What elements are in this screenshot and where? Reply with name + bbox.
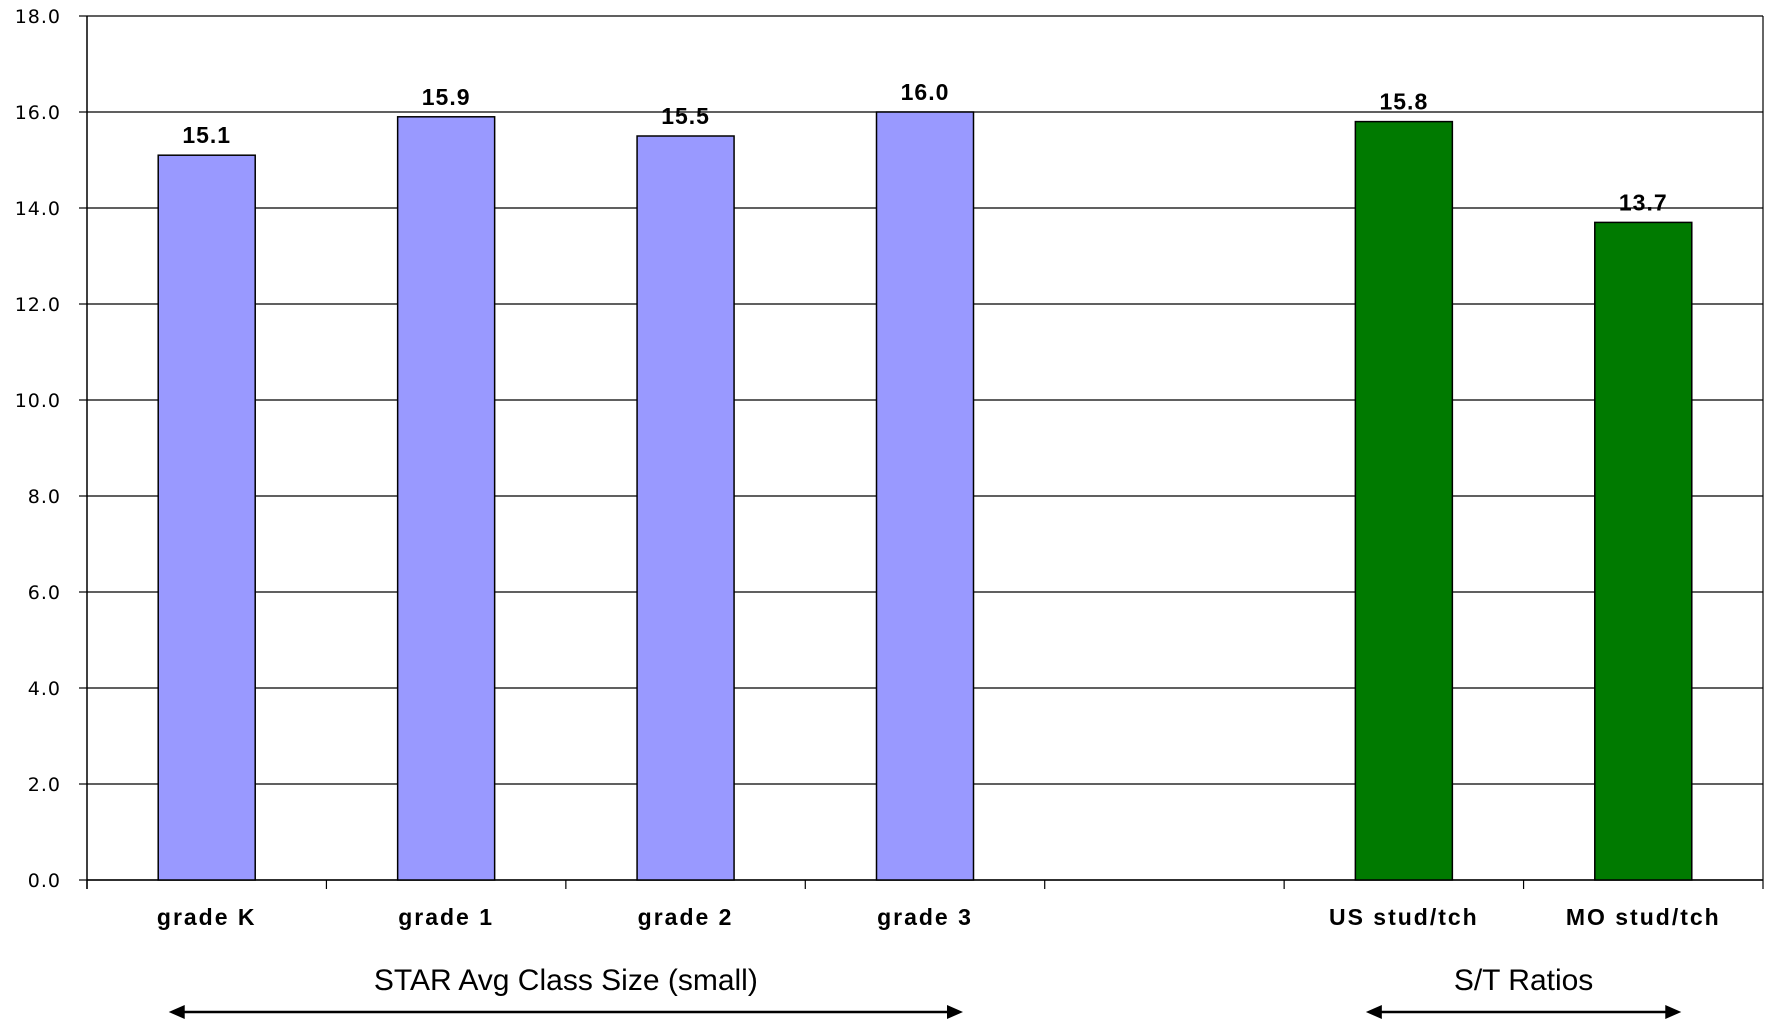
x-tick-labels: grade K grade 1 grade 2 grade 3 US stud/tch M… [157,904,1721,930]
data-label: 15.8 [1379,89,1428,115]
x-tick-label: grade 1 [398,904,494,930]
group-label: STAR Avg Class Size (small) [374,964,758,997]
y-tick-label: 18.0 [15,6,61,28]
arrowhead-right [1665,1005,1682,1019]
arrowhead-left [1365,1005,1382,1019]
bar [1354,120,1454,881]
arrowhead-left [168,1005,185,1019]
y-tick-label: 0.0 [28,870,61,892]
y-tick-label: 10.0 [15,390,61,412]
y-tick-label: 12.0 [15,294,61,316]
y-tick-label: 8.0 [28,486,61,508]
y-tick-label: 14.0 [15,198,61,220]
bars [157,111,1693,881]
y-tick-label: 6.0 [28,582,61,604]
value-labels: 15.1 15.9 15.5 16.0 15.8 13.7 [182,79,1668,215]
y-tick-label: 4.0 [28,678,61,700]
data-label: 15.5 [661,103,710,129]
group-label: S/T Ratios [1454,964,1594,997]
bar [396,116,496,881]
x-tick-label: grade 3 [877,904,973,930]
y-tick-label: 16.0 [15,102,61,124]
arrowhead-right [947,1005,963,1019]
data-label: 15.1 [182,122,231,148]
data-label: 13.7 [1619,189,1668,215]
group-annotations: STAR Avg Class Size (small) S/T Ratios [168,964,1682,1019]
data-label: 16.0 [901,79,950,105]
bar [1594,221,1693,881]
x-tick-label: US stud/tch [1329,904,1479,930]
data-label: 15.9 [422,84,471,110]
x-tick-label: MO stud/tch [1566,904,1721,930]
x-tick-label: grade 2 [638,904,734,930]
y-tick-labels: 0.0 2.0 4.0 6.0 8.0 10.0 12.0 14.0 16.0 18.0 [15,6,61,892]
x-tick-label: grade K [157,904,257,930]
bar [636,135,735,881]
bar [157,154,256,881]
y-tick-label: 2.0 [28,774,61,796]
bar [875,111,975,881]
